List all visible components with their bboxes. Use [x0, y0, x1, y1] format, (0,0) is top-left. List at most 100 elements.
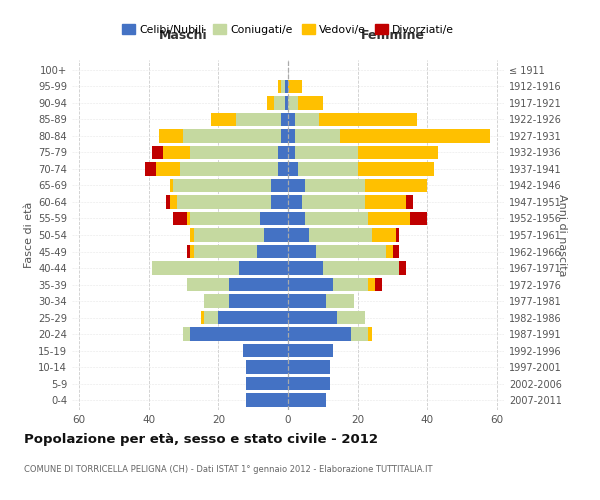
Bar — [170, 196, 176, 208]
Bar — [246, 377, 288, 390]
Bar — [267, 96, 274, 110]
Bar — [170, 179, 173, 192]
Bar — [205, 294, 229, 308]
Bar — [288, 113, 295, 126]
Bar — [278, 146, 288, 159]
Bar — [201, 311, 205, 324]
Bar — [278, 80, 281, 93]
Bar — [288, 278, 333, 291]
Bar — [260, 212, 288, 225]
Bar — [263, 228, 288, 241]
Bar — [166, 196, 170, 208]
Bar — [288, 262, 323, 274]
Bar — [257, 245, 288, 258]
Bar — [281, 130, 288, 142]
Bar — [295, 130, 340, 142]
Bar — [288, 146, 295, 159]
Bar — [288, 360, 330, 374]
Bar — [295, 146, 358, 159]
Bar — [288, 212, 305, 225]
Bar — [284, 80, 288, 93]
Text: COMUNE DI TORRICELLA PELIGNA (CH) - Dati ISTAT 1° gennaio 2012 - Elaborazione TU: COMUNE DI TORRICELLA PELIGNA (CH) - Dati… — [24, 466, 433, 474]
Bar — [284, 96, 288, 110]
Text: Maschi: Maschi — [159, 29, 208, 42]
Bar — [180, 162, 278, 175]
Bar — [337, 311, 365, 324]
Bar — [190, 228, 194, 241]
Text: Popolazione per età, sesso e stato civile - 2012: Popolazione per età, sesso e stato civil… — [24, 432, 378, 446]
Bar — [316, 245, 386, 258]
Bar — [340, 130, 490, 142]
Bar — [190, 212, 260, 225]
Bar — [298, 96, 323, 110]
Bar — [163, 146, 190, 159]
Bar — [246, 394, 288, 406]
Bar — [368, 278, 375, 291]
Bar — [278, 162, 288, 175]
Bar — [288, 80, 302, 93]
Bar — [351, 328, 368, 340]
Bar — [271, 179, 288, 192]
Bar — [187, 212, 190, 225]
Bar — [176, 196, 271, 208]
Bar — [305, 212, 368, 225]
Bar — [271, 196, 288, 208]
Bar — [392, 245, 400, 258]
Bar — [323, 262, 400, 274]
Bar — [365, 179, 427, 192]
Bar — [236, 113, 281, 126]
Bar — [288, 294, 326, 308]
Y-axis label: Anni di nascita: Anni di nascita — [557, 194, 567, 276]
Y-axis label: Fasce di età: Fasce di età — [24, 202, 34, 268]
Bar — [386, 245, 392, 258]
Bar — [288, 311, 337, 324]
Bar — [159, 130, 184, 142]
Bar — [281, 113, 288, 126]
Bar — [229, 278, 288, 291]
Bar — [145, 162, 155, 175]
Bar — [246, 360, 288, 374]
Bar — [326, 294, 354, 308]
Bar — [368, 328, 371, 340]
Bar — [243, 344, 288, 357]
Bar — [288, 377, 330, 390]
Bar — [274, 96, 284, 110]
Bar — [239, 262, 288, 274]
Bar — [288, 96, 298, 110]
Bar — [184, 130, 281, 142]
Bar — [365, 196, 406, 208]
Bar — [288, 344, 333, 357]
Bar — [194, 228, 263, 241]
Legend: Celibi/Nubili, Coniugati/e, Vedovi/e, Divorziati/e: Celibi/Nubili, Coniugati/e, Vedovi/e, Di… — [118, 20, 458, 39]
Bar — [218, 311, 288, 324]
Bar — [229, 294, 288, 308]
Bar — [358, 162, 434, 175]
Bar — [205, 311, 218, 324]
Bar — [305, 179, 365, 192]
Bar — [295, 113, 319, 126]
Bar — [190, 146, 278, 159]
Bar — [155, 162, 180, 175]
Bar — [194, 245, 257, 258]
Bar — [368, 212, 410, 225]
Bar — [400, 262, 406, 274]
Bar — [288, 394, 326, 406]
Bar — [288, 328, 351, 340]
Bar — [152, 262, 239, 274]
Bar — [288, 179, 305, 192]
Bar — [281, 80, 284, 93]
Bar — [187, 278, 229, 291]
Bar — [152, 146, 163, 159]
Bar — [358, 146, 438, 159]
Bar — [173, 179, 271, 192]
Bar — [211, 113, 236, 126]
Bar — [410, 212, 427, 225]
Bar — [184, 328, 190, 340]
Bar — [309, 228, 371, 241]
Bar — [319, 113, 417, 126]
Bar — [288, 228, 309, 241]
Bar — [375, 278, 382, 291]
Bar — [288, 245, 316, 258]
Bar — [190, 245, 194, 258]
Bar — [333, 278, 368, 291]
